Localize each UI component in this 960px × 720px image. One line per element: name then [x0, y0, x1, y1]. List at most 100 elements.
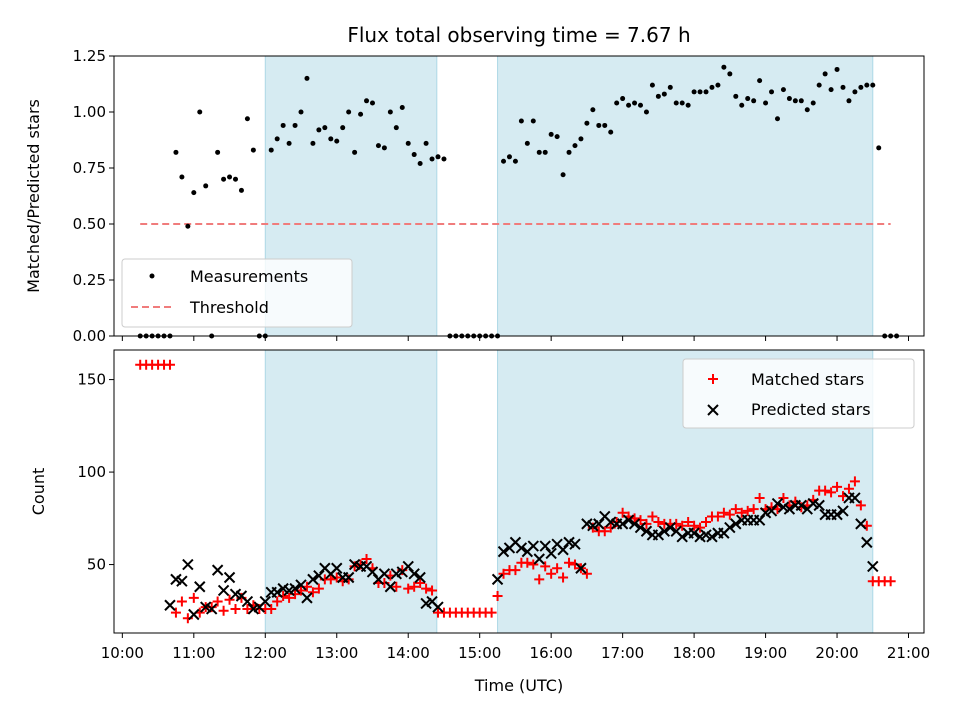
predicted-stars-point [557, 544, 569, 556]
bottom-legend: Matched stars Predicted stars [682, 358, 915, 429]
measurement-point [727, 71, 733, 77]
measurement-point [661, 91, 667, 97]
matched-stars-point [498, 568, 509, 579]
measurement-point [501, 158, 507, 164]
predicted-stars-point [849, 492, 861, 504]
predicted-stars-point [867, 560, 879, 573]
measurement-point [822, 71, 828, 77]
measurement-point [691, 89, 697, 95]
predicted-stars-point [593, 518, 605, 530]
measurement-point [441, 156, 447, 162]
matched-stars-point [843, 483, 854, 494]
legend-marker-predicted-stars [707, 404, 719, 416]
matched-stars-point [188, 592, 199, 603]
measurement-point [381, 145, 387, 151]
matched-stars-point [534, 574, 545, 585]
matched-stars-point [218, 605, 229, 616]
bottom-x-tick-label: 18:00 [672, 644, 715, 662]
measurement-point [316, 127, 322, 133]
predicted-stars-point [164, 599, 176, 611]
matched-stars-point [403, 583, 414, 594]
measurement-point [620, 96, 626, 102]
matched-stars-point [224, 594, 235, 605]
matched-stars-point [284, 592, 295, 603]
matched-stars-point [176, 596, 187, 607]
matched-stars-point [230, 603, 241, 614]
bottom-y-tick-label: 150 [77, 371, 106, 389]
predicted-stars-point [295, 579, 307, 591]
predicted-stars-point [527, 540, 540, 552]
legend-plus-glyph [708, 374, 718, 384]
predicted-stars-point [301, 592, 313, 604]
bottom-x-tick-label: 17:00 [601, 644, 644, 662]
matched-stars-point [849, 476, 860, 487]
measurement-point [197, 109, 203, 115]
bottom-x-tick-label: 20:00 [815, 644, 858, 662]
matched-stars-point [695, 522, 706, 533]
predicted-stars-point [765, 505, 778, 517]
measurement-point [858, 84, 864, 90]
predicted-stars-point [771, 497, 784, 510]
predicted-stars-point [539, 540, 551, 552]
matched-stars-point [653, 517, 664, 528]
measurement-point [191, 190, 197, 196]
legend-label-predicted-stars: Predicted stars [751, 400, 871, 419]
measurement-point [840, 84, 846, 90]
matched-stars-point [677, 520, 688, 531]
matched-stars-point [742, 505, 753, 516]
measurement-point [524, 140, 530, 146]
measurement-point [673, 100, 679, 106]
matched-stars-point [272, 596, 283, 607]
predicted-stars-point [271, 586, 283, 599]
matched-stars-point [492, 591, 503, 602]
measurement-point [221, 176, 227, 182]
matched-stars-point [421, 583, 432, 594]
bottom-shaded-interval-0 [264, 349, 438, 634]
counts-layer [135, 359, 896, 624]
measurement-point [411, 152, 417, 158]
measurement-point [864, 82, 870, 88]
predicted-stars-point [861, 536, 873, 549]
measurement-point [238, 187, 244, 193]
measurement-point [512, 158, 518, 164]
top-shaded-intervals [264, 55, 874, 337]
measurement-point [310, 140, 316, 146]
measurement-point [733, 93, 739, 99]
measurement-point [786, 96, 792, 102]
matched-stars-point [885, 576, 896, 587]
measurement-point [346, 109, 352, 115]
measurement-point [584, 120, 590, 126]
measurement-point [572, 143, 578, 149]
measurement-point [798, 98, 804, 104]
measurement-point [602, 122, 608, 128]
measurement-point [643, 109, 649, 115]
matched-stars-point [427, 585, 438, 596]
matched-stars-point [349, 561, 360, 572]
top-y-tick-label: 0.00 [73, 327, 106, 345]
predicted-stars-point [331, 562, 343, 574]
predicted-stars-point [176, 575, 188, 587]
measurement-point [792, 98, 798, 104]
measurement-point [751, 98, 757, 104]
measurement-point [369, 100, 375, 106]
bottom-x-tick-label: 11:00 [172, 644, 215, 662]
predicted-stars-point [289, 582, 301, 595]
predicted-stars-point [205, 603, 218, 615]
matched-stars-point [486, 607, 497, 618]
top-y-axis-label: Matched/Predicted stars [24, 99, 43, 293]
measurement-point [292, 122, 298, 128]
predicted-stars-point [622, 514, 635, 526]
bottom-x-tick-label: 13:00 [315, 644, 358, 662]
bottom-x-tick-label: 19:00 [744, 644, 787, 662]
measurement-point [638, 102, 643, 108]
bottom-y-axis-label: Count [29, 468, 48, 516]
measurement-point [810, 100, 816, 106]
matched-stars-point [736, 507, 747, 518]
predicted-stars-point [652, 529, 665, 541]
measurement-point [542, 149, 548, 155]
measurement-point [763, 100, 769, 106]
predicted-stars-point [491, 573, 504, 586]
predicted-stars-point [575, 562, 587, 574]
predicted-stars-point [837, 505, 849, 517]
